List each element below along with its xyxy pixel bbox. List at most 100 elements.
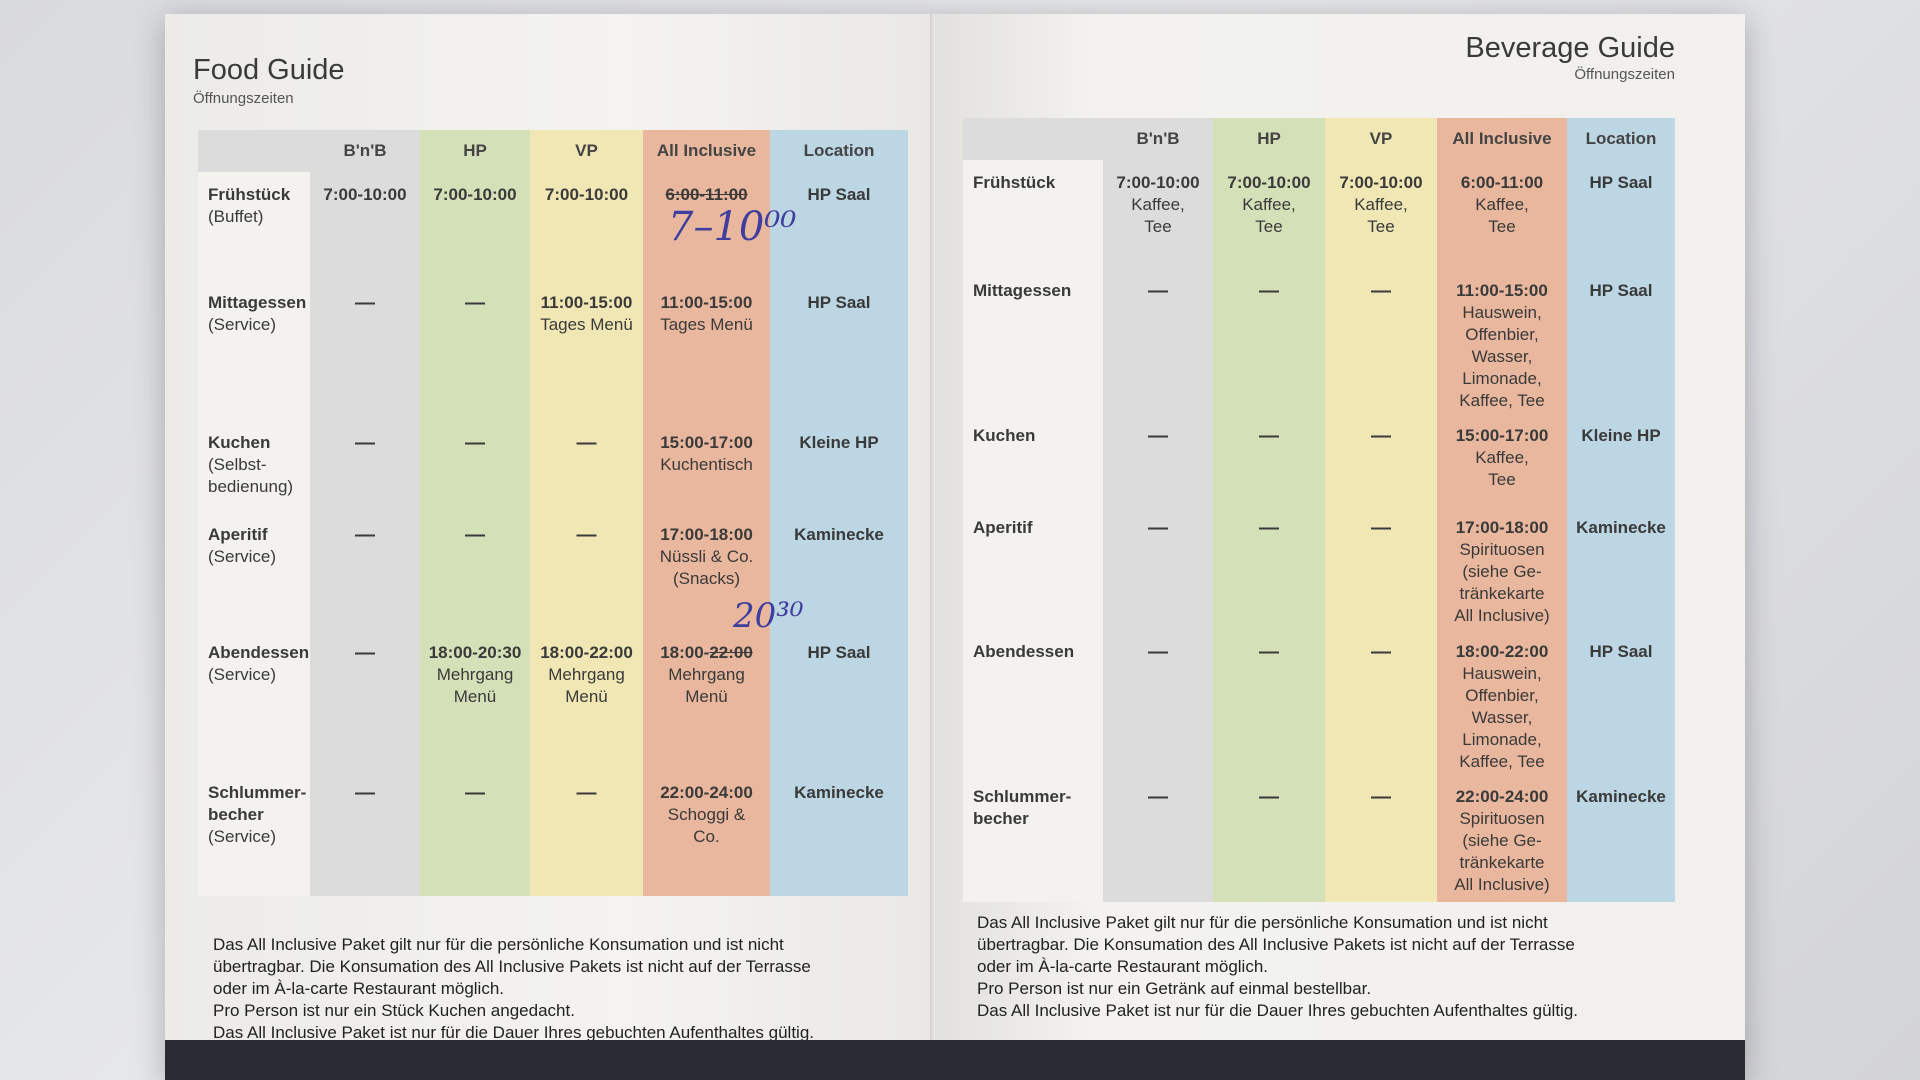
food-row-schlummerbecher: Schlummer- becher (Service) — — — 22:00-2… (198, 770, 908, 896)
cell-dash: — (1148, 280, 1168, 302)
cell-location: HP Saal (1567, 268, 1675, 413)
brochure-bottom-band (165, 1040, 1745, 1080)
cell-location: HP Saal (1567, 629, 1675, 774)
row-label-main: Abendessen (208, 643, 310, 662)
cell-location-text: Kaminecke (1576, 518, 1666, 537)
row-label-main: Abendessen (973, 642, 1075, 661)
cell-time: 22:00-24:00 (1455, 787, 1549, 806)
cell-dash: — (576, 782, 597, 804)
cell-bnb: — (1103, 629, 1213, 774)
food-guide-subtitle: Öffnungszeiten (193, 90, 294, 107)
cell-hp: — (1213, 774, 1325, 902)
cell-all-inclusive: 18:00-22:00 Hauswein, Offenbier, Wasser, … (1437, 629, 1567, 774)
cell-time-end-struck: 22:00 (709, 643, 753, 662)
cell-desc: Nüssli & Co. (Snacks) (659, 547, 754, 588)
cell-dash: — (465, 292, 485, 314)
cell-dash: — (1259, 641, 1279, 663)
cell-dash: — (576, 432, 597, 454)
cell-hp: — (1213, 505, 1325, 629)
cell-bnb: — (1103, 774, 1213, 902)
row-label-sub: (Service) (208, 315, 277, 334)
cell-location-text: HP Saal (807, 293, 871, 312)
food-header-bnb: B'n'B (310, 130, 420, 172)
brochure: Food Guide Öffnungszeiten B'n'B HP VP Al… (165, 14, 1745, 1080)
cell-dash: — (355, 524, 375, 546)
cell-desc: Kaffee, Tee (1475, 195, 1529, 236)
cell-vp: 11:00-15:00 Tages Menü (530, 280, 643, 420)
cell-location-text: HP Saal (1589, 642, 1653, 661)
cell-vp: — (1325, 505, 1437, 629)
cell-time: 17:00-18:00 (660, 525, 753, 544)
food-header-all-inclusive: All Inclusive (643, 130, 770, 172)
beverage-header-vp: VP (1325, 118, 1437, 160)
cell-location-text: Kleine HP (799, 433, 879, 452)
beverage-header-bnb: B'n'B (1103, 118, 1213, 160)
cell-all-inclusive: 15:00-17:00 Kuchentisch (643, 420, 770, 512)
cell-dash: — (1259, 280, 1279, 302)
row-label: Aperitif (Service) (198, 512, 310, 630)
cell-all-inclusive: 22:00-24:00 Schoggi & Co. (643, 770, 770, 896)
beverage-guide-title: Beverage Guide (1465, 32, 1675, 64)
row-label-main: Schlummer- becher (208, 783, 307, 824)
beverage-header-all-inclusive: All Inclusive (1437, 118, 1567, 160)
cell-time-struck: 6:00-11:00 (665, 185, 748, 204)
cell-time: 11:00-15:00 (1456, 281, 1548, 300)
cell-time: 11:00-15:00 (660, 293, 753, 312)
cell-time-start: 18:00- (660, 643, 710, 662)
cell-vp: — (1325, 629, 1437, 774)
cell-time: 18:00-22:00 (540, 643, 633, 662)
cell-location: Kleine HP (770, 420, 908, 512)
cell-location: HP Saal (770, 280, 908, 420)
row-label-main: Frühstück (208, 185, 291, 204)
row-label-main: Kuchen (208, 433, 271, 452)
row-label-sub: (Service) (208, 547, 277, 566)
row-label-main: Aperitif (208, 525, 268, 544)
row-label-sub: (Buffet) (208, 207, 264, 226)
cell-dash: — (465, 432, 485, 454)
row-label-main: Mittagessen (973, 281, 1072, 300)
cell-desc: Tages Menü (540, 315, 633, 334)
cell-dash: — (576, 524, 597, 546)
footer-line: Das All Inclusive Paket gilt nur für die… (977, 913, 1548, 932)
beverage-header-row: B'n'B HP VP All Inclusive Location (963, 118, 1675, 160)
cell-vp: — (530, 420, 643, 512)
cell-time: 7:00-10:00 (1339, 173, 1423, 192)
food-row-mittagessen: Mittagessen (Service) — — 11:00-15:00 Tage… (198, 280, 908, 420)
row-label-sub: (Service) (208, 827, 277, 846)
row-label: Schlummer- becher (963, 774, 1103, 902)
food-row-aperitif: Aperitif (Service) — — — 17:00-18:00 Nüssl… (198, 512, 908, 630)
food-row-fruehstueck: Frühstück (Buffet) 7:00-10:00 7:00-10:00 … (198, 172, 908, 280)
row-label: Abendessen (Service) (198, 630, 310, 770)
cell-location-text: Kaminecke (794, 525, 884, 544)
beverage-guide-table: B'n'B HP VP All Inclusive Location Frühs… (963, 118, 1675, 902)
row-label: Mittagessen (963, 268, 1103, 413)
cell-location: Kaminecke (770, 770, 908, 896)
footer-line: übertragbar. Die Konsumation des All Inc… (977, 935, 1575, 954)
cell-hp: — (420, 512, 530, 630)
cell-location: HP Saal (770, 630, 908, 770)
cell-location-text: HP Saal (1589, 173, 1653, 192)
row-label-main: Aperitif (973, 518, 1033, 537)
cell-time: 22:00-24:00 (660, 783, 753, 802)
cell-time: 7:00-10:00 (433, 185, 517, 204)
cell-dash: — (465, 524, 485, 546)
row-label-main: Frühstück (973, 173, 1056, 192)
cell-hp: — (420, 280, 530, 420)
cell-desc: Kaffee, Tee (1131, 195, 1185, 236)
footer-line: Pro Person ist nur ein Stück Kuchen ange… (213, 1001, 575, 1020)
cell-location-text: HP Saal (807, 643, 871, 662)
cell-dash: — (1148, 641, 1168, 663)
cell-vp: — (1325, 268, 1437, 413)
beverage-row-schlummerbecher: Schlummer- becher — — — 22:00-24:00 Spiri… (963, 774, 1675, 902)
food-guide-page: Food Guide Öffnungszeiten B'n'B HP VP Al… (165, 14, 935, 1080)
cell-dash: — (1371, 517, 1391, 539)
cell-desc: Kaffee, Tee (1475, 448, 1529, 489)
handwritten-note-abendessen: 20³⁰ (733, 596, 804, 636)
cell-time: 7:00-10:00 (1116, 173, 1200, 192)
food-header-blank (198, 130, 310, 172)
row-label: Mittagessen (Service) (198, 280, 310, 420)
cell-desc: Kaffee, Tee (1354, 195, 1408, 236)
cell-bnb: 7:00-10:00 Kaffee, Tee (1103, 160, 1213, 268)
cell-all-inclusive: 17:00-18:00 Spirituosen (siehe Ge- tränke… (1437, 505, 1567, 629)
cell-time: 18:00-20:30 (428, 643, 522, 662)
